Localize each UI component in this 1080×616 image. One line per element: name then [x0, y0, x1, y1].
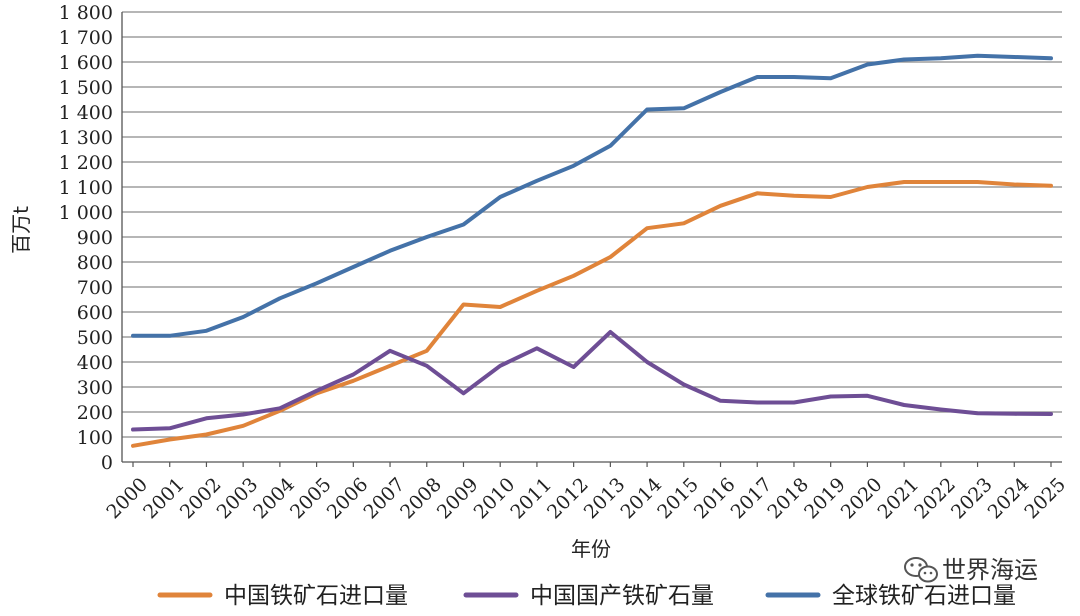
- series-line-3: [131, 53, 1053, 338]
- y-tick-labels: 0 100 200 300 400 500 600 700 800 900 1 000 1 100 1 …: [59, 2, 113, 474]
- y-tick-label: 1 700: [59, 27, 113, 49]
- y-tick-label: 1 300: [59, 127, 113, 149]
- x-tick-label: 2018: [763, 474, 813, 524]
- x-tick-label: 2000: [102, 474, 152, 524]
- watermark: 世界海运: [904, 556, 1038, 584]
- y-tick-label: 1 600: [59, 52, 113, 74]
- watermark-text: 世界海运: [942, 556, 1038, 584]
- y-tick-label: 200: [77, 402, 113, 424]
- x-tick-label: 2025: [1020, 474, 1070, 524]
- x-tick-label: 2014: [616, 474, 666, 524]
- x-tick-label: 2015: [653, 474, 703, 524]
- x-tick-label: 2011: [506, 474, 556, 524]
- y-tick-label: 500: [77, 327, 113, 349]
- x-tick-label: 2021: [874, 474, 924, 524]
- legend: 中国铁矿石进口量 中国国产铁矿石量 全球铁矿石进口量: [157, 583, 1016, 609]
- y-tick-label: 800: [77, 252, 113, 274]
- x-tick-label: 2013: [580, 474, 630, 524]
- x-tick-label: 2012: [543, 474, 593, 524]
- y-tick-label: 1 000: [59, 202, 113, 224]
- x-tick-labels: 2000200120022003200420052006200720082009…: [102, 474, 1070, 524]
- wechat-icon: [904, 557, 938, 583]
- y-tick-label: 700: [77, 277, 113, 299]
- x-tick-label: 2009: [433, 474, 483, 524]
- series-line-2: [131, 330, 1053, 432]
- legend-label-1: 中国铁矿石进口量: [224, 583, 408, 609]
- x-tick-label: 2005: [286, 474, 336, 524]
- gridlines: [122, 11, 1062, 438]
- x-tick-label: 2022: [910, 474, 960, 524]
- y-tick-label: 300: [77, 377, 113, 399]
- y-tick-label: 1 200: [59, 152, 113, 174]
- x-tick-label: 2004: [249, 474, 299, 524]
- x-tick-label: 2016: [690, 474, 740, 524]
- y-tick-label: 0: [101, 452, 113, 474]
- legend-label-2: 中国国产铁矿石量: [530, 583, 714, 609]
- x-tick-label: 2006: [323, 474, 373, 524]
- x-tick-label: 2002: [176, 474, 226, 524]
- axes: [121, 12, 1062, 467]
- x-tick-label: 2008: [396, 474, 446, 524]
- x-tick-label: 2020: [837, 474, 887, 524]
- x-tick-label: 2024: [984, 474, 1034, 524]
- series-lines: [131, 53, 1053, 448]
- x-tick-label: 2017: [727, 474, 777, 524]
- x-tick-label: 2003: [213, 474, 263, 524]
- series-line-1: [131, 180, 1053, 448]
- y-tick-label: 900: [77, 227, 113, 249]
- x-axis-title: 年份: [571, 537, 611, 561]
- x-tick-label: 2023: [947, 474, 997, 524]
- legend-label-3: 全球铁矿石进口量: [832, 583, 1016, 609]
- x-tick-label: 2019: [800, 474, 850, 524]
- x-tick-label: 2010: [470, 474, 520, 524]
- x-tick-label: 2001: [139, 474, 189, 524]
- y-tick-label: 400: [77, 352, 113, 374]
- y-tick-label: 1 100: [59, 177, 113, 199]
- y-tick-label: 1 500: [59, 77, 113, 99]
- y-axis-title: 百万t: [9, 206, 33, 254]
- y-tick-label: 100: [77, 427, 113, 449]
- x-tick-label: 2007: [359, 474, 409, 524]
- y-tick-label: 1 400: [59, 102, 113, 124]
- y-tick-label: 600: [77, 302, 113, 324]
- y-tick-label: 1 800: [59, 2, 113, 24]
